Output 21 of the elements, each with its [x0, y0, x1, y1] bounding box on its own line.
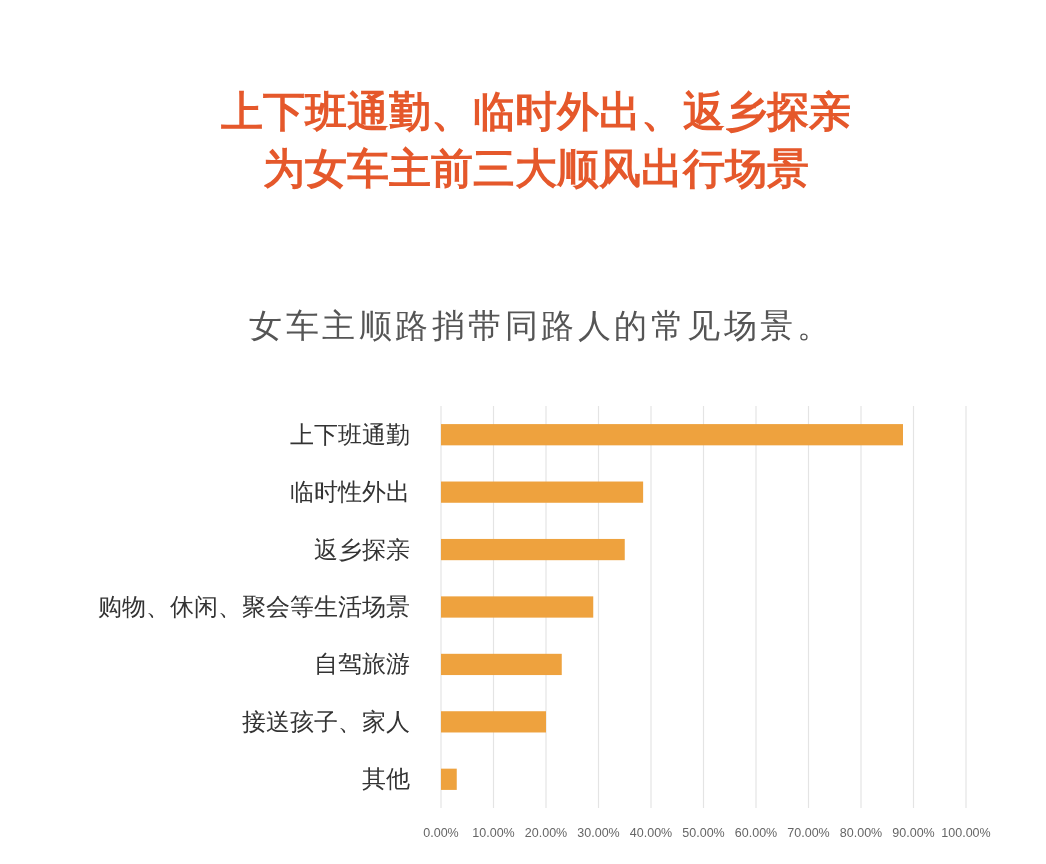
- tick-label: 90.00%: [892, 826, 935, 840]
- tick-label: 80.00%: [839, 826, 883, 840]
- category-label: 临时性外出: [290, 479, 410, 506]
- category-label: 其他: [362, 766, 410, 793]
- category-label: 购物、休闲、聚会等生活场景: [98, 594, 410, 620]
- category-label: 返乡探亲: [314, 536, 410, 563]
- title: 为女车主前三大顺风出行场景: [263, 145, 809, 192]
- title: 上下班通勤、临时外出、返乡探亲: [221, 88, 851, 135]
- tick-label: 50.00%: [682, 826, 725, 840]
- tick-label: 40.00%: [629, 826, 673, 840]
- category-label: 接送孩子、家人: [242, 708, 410, 735]
- tick-label: 60.00%: [734, 826, 778, 840]
- category-label: 上下班通勤: [290, 421, 410, 448]
- tick-label: 70.00%: [787, 826, 830, 840]
- tick-label: 100.00%: [941, 826, 991, 840]
- tick-label: 10.00%: [472, 826, 515, 840]
- subtitle: 女车主顺路捎带同路人的常见场景。: [249, 307, 833, 344]
- category-label: 自驾旅游: [314, 651, 410, 678]
- tick-label: 20.00%: [524, 826, 568, 840]
- tick-label: 0.00%: [423, 826, 459, 840]
- tick-label: 30.00%: [577, 826, 620, 840]
